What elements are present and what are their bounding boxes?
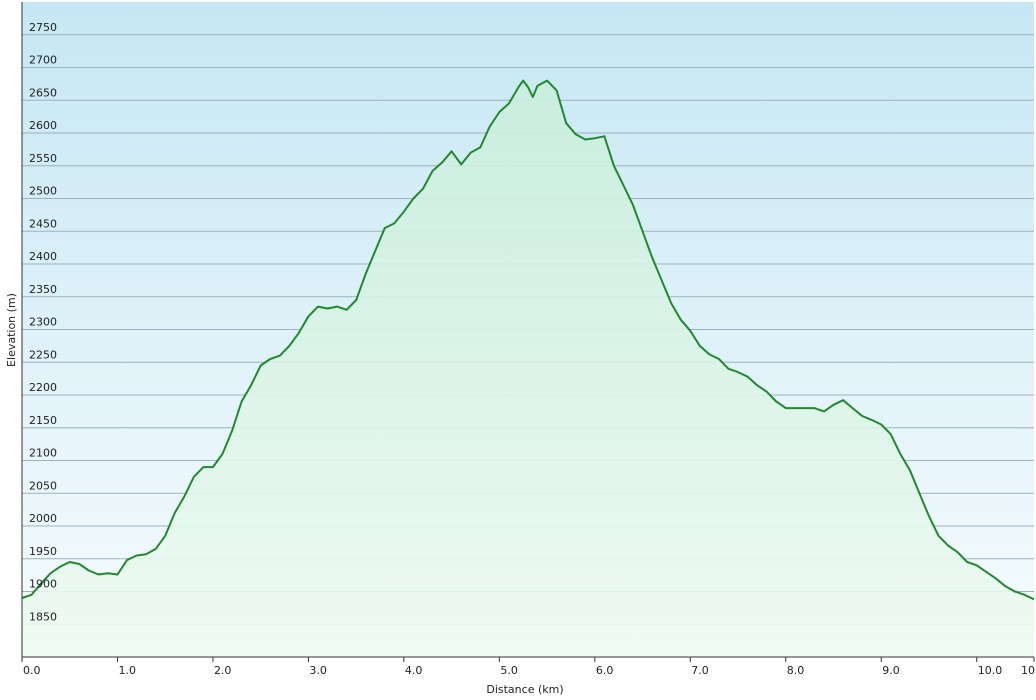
x-tick-label: 0.0 — [23, 664, 41, 677]
y-tick-label: 2400 — [29, 250, 57, 263]
x-tick-label: 8.0 — [787, 664, 805, 677]
y-tick-label: 2200 — [29, 381, 57, 394]
y-tick-label: 2600 — [29, 119, 57, 132]
elevation-line — [21, 79, 1035, 601]
x-tick-label: 10.0 — [978, 664, 1003, 677]
y-axis-title: Elevation (m) — [5, 293, 18, 367]
x-tick-label: 10.6 — [1021, 664, 1036, 677]
x-tick-label: 2.0 — [214, 664, 232, 677]
x-tick-label: 3.0 — [309, 664, 327, 677]
x-tick-label: 1.0 — [118, 664, 136, 677]
y-tick-label: 2750 — [29, 21, 57, 34]
y-tick-label: 2050 — [29, 479, 57, 492]
y-tick-label: 2250 — [29, 348, 57, 361]
x-axis-title: Distance (km) — [486, 683, 563, 696]
y-tick-label: 2000 — [29, 512, 57, 525]
y-tick-label: 2700 — [29, 54, 57, 67]
x-tick-label: 7.0 — [691, 664, 709, 677]
x-tick-label: 9.0 — [882, 664, 900, 677]
y-tick-label: 2500 — [29, 185, 57, 198]
y-tick-label: 2650 — [29, 86, 57, 99]
y-tick-label: 2150 — [29, 414, 57, 427]
y-tick-label: 2100 — [29, 447, 57, 460]
area-fill — [22, 80, 1034, 658]
y-tick-label: 1950 — [29, 545, 57, 558]
y-tick-label: 1850 — [29, 610, 57, 623]
y-tick-label: 2350 — [29, 283, 57, 296]
y-tick-label: 2300 — [29, 316, 57, 329]
x-tick-label: 6.0 — [596, 664, 614, 677]
y-tick-label: 2550 — [29, 152, 57, 165]
x-tick-label: 4.0 — [405, 664, 423, 677]
y-tick-label: 2450 — [29, 217, 57, 230]
x-tick-label: 5.0 — [500, 664, 518, 677]
y-tick-label: 1900 — [29, 578, 57, 591]
